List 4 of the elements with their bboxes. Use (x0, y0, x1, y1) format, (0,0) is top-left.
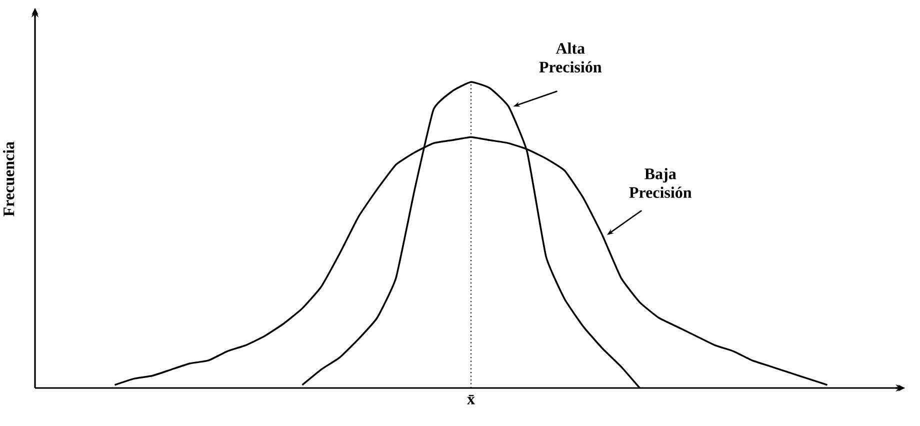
text: Alta Precisión (539, 42, 602, 72)
y-axis-title: Frecuencia (2, 142, 14, 216)
text: x̄ (467, 394, 475, 404)
text: Baja Precisión (629, 168, 692, 198)
